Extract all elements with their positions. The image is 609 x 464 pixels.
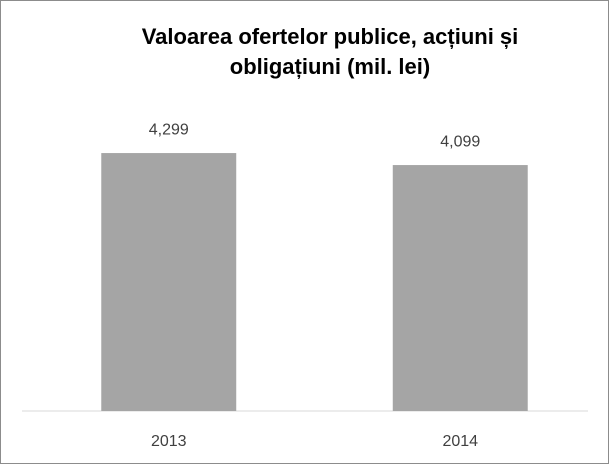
bar: [392, 165, 528, 411]
x-tick-label: 2013: [151, 433, 187, 450]
bar: [101, 153, 237, 411]
data-label: 4,099: [440, 133, 480, 150]
chart-title: Valoarea ofertelor publice, acțiuni și o…: [141, 24, 519, 79]
data-label: 4,299: [149, 121, 189, 138]
x-tick-label: 2014: [442, 433, 478, 450]
